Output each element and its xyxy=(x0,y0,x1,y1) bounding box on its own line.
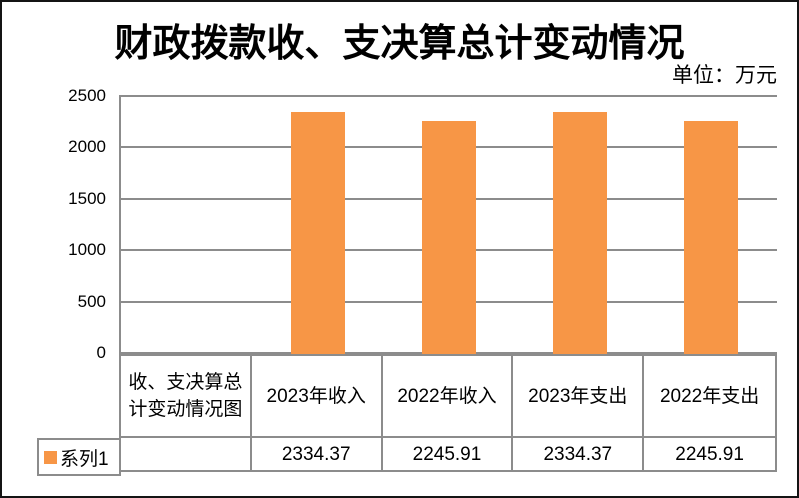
plot-area xyxy=(119,95,777,354)
data-table-header-row: 收、支决算总计变动情况图 2023年收入 2022年收入 2023年支出 202… xyxy=(121,356,775,438)
table-header-cell: 2022年支出 xyxy=(644,356,775,438)
y-tick-label: 1500 xyxy=(68,189,106,208)
unit-label: 单位：万元 xyxy=(672,64,777,87)
table-value-cell xyxy=(121,438,252,470)
table-value-cell: 2334.37 xyxy=(252,438,383,470)
bar xyxy=(422,121,476,354)
y-tick-label: 0 xyxy=(96,343,106,362)
y-tick-label: 2500 xyxy=(68,86,106,105)
data-table-value-row: 2334.37 2245.91 2334.37 2245.91 xyxy=(121,438,775,470)
chart-title: 财政拨款收、支决算总计变动情况 xyxy=(114,23,685,65)
data-table: 收、支决算总计变动情况图 2023年收入 2022年收入 2023年支出 202… xyxy=(119,354,777,472)
table-header-cell: 收、支决算总计变动情况图 xyxy=(121,356,252,438)
gridline xyxy=(121,95,777,97)
table-value-cell: 2334.37 xyxy=(513,438,645,470)
table-value-cell: 2245.91 xyxy=(383,438,514,470)
bar xyxy=(553,112,608,354)
y-tick-label: 1000 xyxy=(68,240,106,259)
legend-cell: 系列1 xyxy=(37,438,121,476)
series-color-swatch-icon xyxy=(44,450,57,464)
bar xyxy=(290,112,345,354)
y-tick-label: 2000 xyxy=(68,137,106,156)
y-axis: 2500 2000 1500 1000 500 0 xyxy=(2,86,109,362)
y-tick-label: 500 xyxy=(77,292,106,311)
table-header-cell: 2022年收入 xyxy=(382,356,514,438)
table-value-cell: 2245.91 xyxy=(675,443,744,465)
table-header-cell: 2023年收入 xyxy=(251,356,383,438)
table-header-cell: 2023年支出 xyxy=(513,356,645,438)
bar xyxy=(684,121,739,354)
series-label: 系列1 xyxy=(60,448,109,470)
